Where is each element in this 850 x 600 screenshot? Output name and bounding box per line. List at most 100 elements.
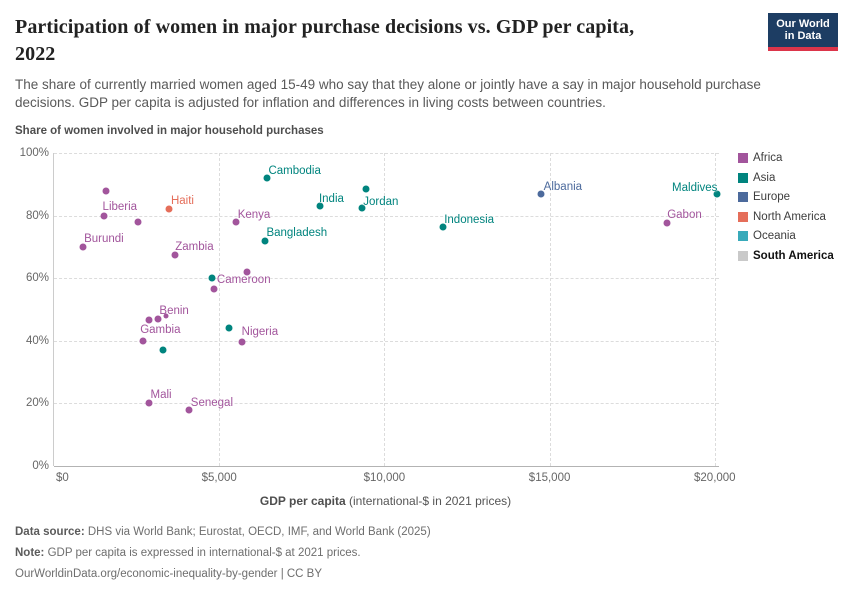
footer-note-line: Note: GDP per capita is expressed in int… <box>15 543 431 564</box>
data-point-indonesia[interactable] <box>439 223 447 231</box>
data-point-haiti[interactable] <box>165 205 173 213</box>
data-point[interactable] <box>102 187 110 195</box>
data-point-liberia[interactable] <box>100 212 108 220</box>
footer-url-line: OurWorldinData.org/economic-inequality-b… <box>15 568 323 580</box>
data-point-burundi[interactable] <box>79 243 87 251</box>
data-point[interactable] <box>159 346 167 354</box>
page-subtitle: The share of currently married women age… <box>15 77 761 110</box>
data-point-maldives[interactable] <box>713 190 721 198</box>
data-point[interactable] <box>208 274 216 282</box>
x-tick-label-5000: $5,000 <box>201 472 237 484</box>
gridline-y-80 <box>54 215 719 217</box>
gridline-y-0 <box>54 466 719 467</box>
data-point-gambia[interactable] <box>139 337 147 345</box>
legend-label-south-america: South America <box>753 249 834 262</box>
data-point-zambia[interactable] <box>171 251 179 259</box>
point-label-gambia: Gambia <box>140 323 181 336</box>
y-tick-label-100: 100% <box>19 147 49 159</box>
legend-item-oceania[interactable]: Oceania <box>738 229 834 244</box>
footer-source-text: DHS via World Bank; Eurostat, OECD, IMF,… <box>84 526 431 538</box>
y-tick-label-80: 80% <box>25 209 49 222</box>
legend-label-africa: Africa <box>753 152 783 165</box>
point-label-albania: Albania <box>543 180 583 193</box>
x-tick-label-20000: $20,000 <box>694 472 736 484</box>
data-point-gabon[interactable] <box>663 219 671 227</box>
legend-item-asia[interactable]: Asia <box>738 171 834 186</box>
gridline-y-100 <box>54 153 719 154</box>
owid-logo-line2: in Data <box>784 30 822 42</box>
point-label-cambodia: Cambodia <box>268 165 321 178</box>
point-label-indonesia: Indonesia <box>444 213 495 226</box>
y-tick-label-40: 40% <box>25 334 49 347</box>
data-point-benin[interactable] <box>154 315 162 323</box>
footer-note-text: GDP per capita is expressed in internati… <box>44 547 361 559</box>
point-label-burundi: Burundi <box>84 232 124 245</box>
gridline-x-15000 <box>549 153 551 466</box>
legend-swatch-south-america <box>738 250 748 261</box>
point-label-jordan: Jordan <box>363 195 399 208</box>
data-point-albania[interactable] <box>537 190 545 198</box>
data-point-bangladesh[interactable] <box>261 237 269 245</box>
point-label-senegal: Senegal <box>190 396 234 409</box>
legend-label-asia: Asia <box>753 171 776 184</box>
scatter-plot-area: 0% 20% 40% 60% 80% 100% $0 $5,000 $10,000 $15,000… <box>20 147 736 484</box>
footer-source-line: Data source: DHS via World Bank; Eurosta… <box>15 522 431 543</box>
x-tick-label-15000: $15,000 <box>528 472 571 484</box>
x-axis-title-unit: (international-$ in 2021 prices) <box>345 494 512 508</box>
legend-label-europe: Europe <box>753 191 791 204</box>
point-label-mali: Mali <box>150 389 172 402</box>
data-point[interactable] <box>134 218 142 226</box>
gridline-y-60 <box>54 278 719 280</box>
point-label-nigeria: Nigeria <box>241 326 279 339</box>
data-point-jordan[interactable] <box>358 204 366 212</box>
legend-label-north-america: North America <box>753 210 826 223</box>
gridline-y-20 <box>54 403 719 405</box>
chart-footer: Data source: DHS via World Bank; Eurosta… <box>15 522 431 585</box>
point-label-haiti: Haiti <box>170 195 194 208</box>
point-label-bangladesh: Bangladesh <box>266 226 328 239</box>
continent-legend: Africa Asia Europe North America Oceania Sout… <box>738 151 834 268</box>
data-point-cambodia[interactable] <box>263 174 271 182</box>
gridline-x-10000 <box>384 153 386 466</box>
owid-logo-line1: Our World <box>776 17 830 30</box>
data-point[interactable] <box>243 268 251 276</box>
gridline-x-5000 <box>219 153 221 466</box>
data-point-senegal[interactable] <box>185 406 193 414</box>
point-label-cameroon: Cameroon <box>216 274 271 287</box>
x-tick-label-10000: $10,000 <box>363 472 406 484</box>
y-tick-label-60: 60% <box>25 272 49 285</box>
legend-swatch-oceania <box>738 231 748 242</box>
data-point-mali[interactable] <box>145 399 153 407</box>
legend-item-africa[interactable]: Africa <box>738 151 834 166</box>
legend-swatch-asia <box>738 172 748 183</box>
data-point-nigeria[interactable] <box>238 338 246 346</box>
owid-logo[interactable]: Our World in Data <box>768 13 838 51</box>
footer-source-label: Data source: <box>15 526 85 538</box>
data-point-kenya[interactable] <box>232 218 240 226</box>
data-point[interactable] <box>225 324 233 332</box>
legend-swatch-africa <box>738 153 748 164</box>
page-title: Participation of women in major purchase… <box>15 16 635 65</box>
legend-label-oceania: Oceania <box>753 230 796 243</box>
point-label-liberia: Liberia <box>102 200 138 213</box>
legend-item-south-america[interactable]: South America <box>738 249 834 264</box>
footer-note-label: Note: <box>15 547 45 559</box>
legend-item-north-america[interactable]: North America <box>738 210 834 225</box>
x-axis-title: GDP per capita (international-$ in 2021 … <box>53 494 718 508</box>
legend-item-europe[interactable]: Europe <box>738 190 834 205</box>
x-axis-title-main: GDP per capita <box>259 494 346 508</box>
data-point[interactable] <box>362 185 370 193</box>
data-point-india[interactable] <box>316 202 324 210</box>
point-label-india: India <box>318 193 344 206</box>
point-label-kenya: Kenya <box>237 208 271 221</box>
legend-swatch-north-america <box>738 211 748 222</box>
legend-swatch-europe <box>738 192 748 203</box>
gridline-y-40 <box>54 340 719 342</box>
point-label-zambia: Zambia <box>175 240 214 253</box>
data-point[interactable] <box>163 313 169 319</box>
point-label-maldives: Maldives <box>672 181 718 194</box>
data-point-cameroon[interactable] <box>210 285 218 293</box>
data-point[interactable] <box>145 316 153 324</box>
x-tick-label-0: $0 <box>56 472 69 484</box>
